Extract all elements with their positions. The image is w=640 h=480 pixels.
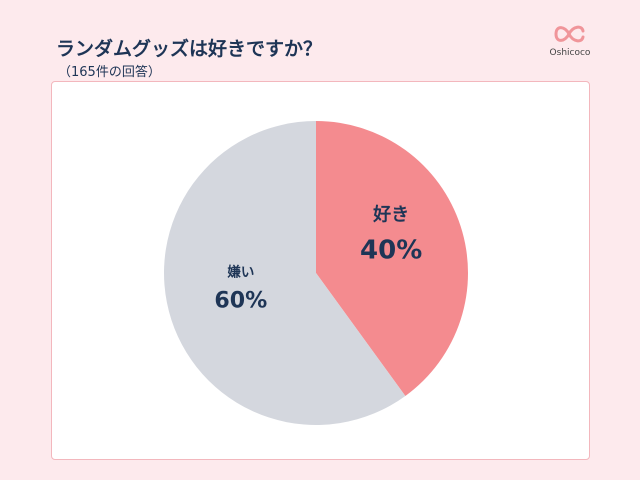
oshicoco-logo: Oshicoco: [540, 22, 600, 58]
slice-percent-label: 40%: [360, 236, 422, 266]
logo-text: Oshicoco: [549, 48, 591, 58]
pie-slice-0: [316, 121, 468, 396]
pie-slice-1: [163, 121, 406, 426]
slice-percent-label: 60%: [214, 287, 267, 313]
slice-category-label: 好き: [372, 204, 409, 226]
logo-icon: [554, 25, 585, 43]
response-count: （165件の回答）: [58, 65, 161, 80]
slice-category-label: 嫌い: [227, 263, 254, 280]
chart-title: ランダムグッズは好きですか？: [56, 38, 323, 60]
